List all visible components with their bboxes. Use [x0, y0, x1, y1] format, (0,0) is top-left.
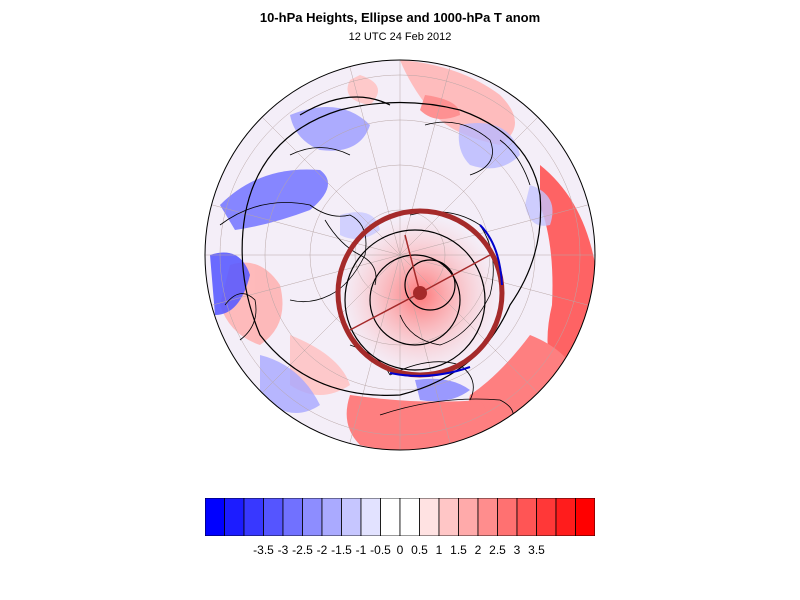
colorbar-swatch [477, 498, 498, 536]
colorbar-tick-label: -0.5 [370, 543, 391, 557]
polar-map [204, 59, 596, 451]
colorbar-swatch [497, 498, 518, 536]
colorbar-tick-label: -1.5 [331, 543, 352, 557]
colorbar-swatch [224, 498, 245, 536]
vortex-ellipse [335, 208, 505, 378]
colorbar-tick-label: -2.5 [292, 543, 313, 557]
colorbar-tick-label: -3.5 [253, 543, 274, 557]
colorbar-swatch [321, 498, 342, 536]
colorbar-swatch [555, 498, 576, 536]
colorbar-tick-label: 3 [513, 543, 521, 557]
colorbar-swatch [458, 498, 479, 536]
colorbar-swatch [282, 498, 303, 536]
colorbar-swatch [380, 498, 401, 536]
colorbar-swatch [341, 498, 362, 536]
chart-subtitle: 12 UTC 24 Feb 2012 [348, 31, 452, 43]
colorbar-swatch [438, 498, 459, 536]
colorbar-tick-label: -1 [355, 543, 367, 557]
colorbar-swatch [399, 498, 420, 536]
cold-anomaly-patches [210, 107, 553, 413]
colorbar-swatch [516, 498, 537, 536]
colorbar-swatch [205, 498, 225, 536]
colorbar-tick-label: 0 [396, 543, 404, 557]
colorbar-swatch [575, 498, 595, 536]
colorbar-tick-label: -3 [277, 543, 289, 557]
colorbar-swatch [536, 498, 557, 536]
colorbar-swatch [263, 498, 284, 536]
height-contours [241, 96, 542, 396]
colorbar-tick-label: 1 [435, 543, 443, 557]
colorbar-swatch [302, 498, 323, 536]
colorbar [205, 498, 595, 536]
colorbar-swatch [360, 498, 381, 536]
colorbar-tick-label: 1.5 [450, 543, 467, 557]
colorbar-swatch [419, 498, 440, 536]
colorbar-tick-label: 2.5 [489, 543, 506, 557]
colorbar-tick-label: 0.5 [411, 543, 428, 557]
chart-title: 10-hPa Heights, Ellipse and 1000-hPa T a… [259, 10, 541, 25]
map-border [204, 59, 596, 451]
colorbar-swatch [243, 498, 264, 536]
colorbar-tick-label: 2 [474, 543, 482, 557]
vortex-centroid [413, 286, 427, 300]
colorbar-labels: -3.5 -3 -2.5 -2 -1.5 -1 -0.5 0 0.5 1 1.5 2 2.5 3 3.5 [205, 543, 595, 559]
colorbar-tick-label: 3.5 [528, 543, 545, 557]
colorbar-tick-label: -2 [316, 543, 328, 557]
